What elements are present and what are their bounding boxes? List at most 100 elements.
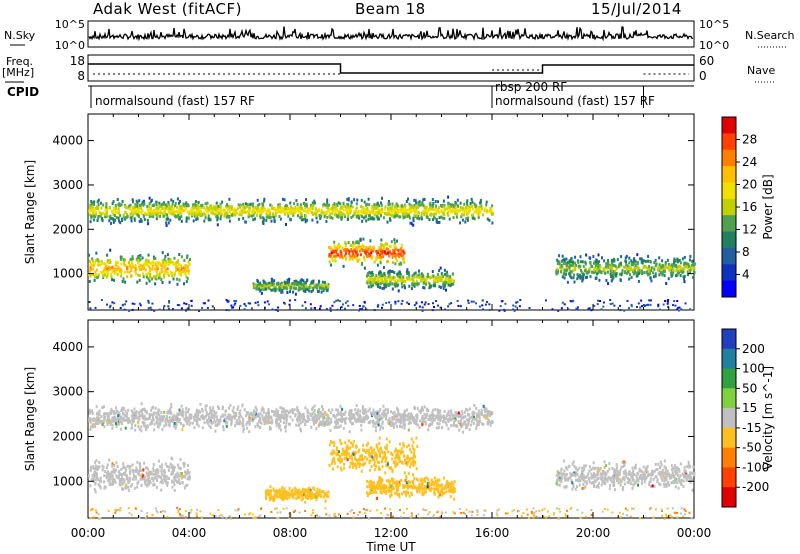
- power-panel-ground-cell: [147, 307, 150, 310]
- power-panel-cell: [369, 214, 371, 218]
- power-panel-cell: [104, 262, 107, 266]
- velocity-panel-cell: [89, 465, 92, 469]
- power-panel-cell: [391, 210, 394, 214]
- velocity-panel-cell: [165, 417, 167, 421]
- power-panel-cell: [164, 206, 167, 210]
- power-panel-cell: [373, 206, 376, 210]
- velocity-panel-cell: [468, 416, 471, 420]
- power-panel-cell: [568, 259, 571, 263]
- velocity-panel-cell: [106, 423, 109, 427]
- power-panel-cell: [566, 280, 569, 284]
- power-panel-cell: [276, 282, 279, 286]
- velocity-panel-cell: [325, 422, 328, 426]
- power-panel-cell: [112, 200, 115, 204]
- power-panel-cell: [432, 204, 435, 208]
- power-panel-cell: [104, 265, 107, 269]
- power-panel-cell: [363, 258, 366, 262]
- power-panel-cell: [284, 212, 286, 216]
- power-panel-cell: [621, 270, 624, 274]
- power-panel-cell: [356, 240, 359, 244]
- power-panel-cell: [244, 220, 247, 224]
- velocity-panel-cell: [255, 408, 258, 412]
- power-panel-cell: [413, 204, 416, 207]
- power-panel-cell: [119, 257, 122, 261]
- power-panel-cell: [670, 271, 672, 275]
- power-panel-cell: [265, 218, 268, 222]
- power-panel-cell: [663, 269, 665, 273]
- power-panel-cell: [436, 273, 439, 277]
- power-panel-cell: [182, 266, 185, 270]
- velocity-panel-cell: [275, 411, 278, 415]
- velocity-panel-cell: [433, 418, 436, 422]
- power-panel-cell: [289, 211, 292, 215]
- velocity-panel-cell: [160, 476, 163, 480]
- power-panel-cell: [160, 203, 163, 207]
- power-panel-cell: [352, 244, 355, 247]
- velocity-panel-cell: [184, 471, 187, 474]
- power-panel-cell: [367, 277, 370, 281]
- power-panel-cell: [369, 277, 372, 280]
- power-panel-cell: [117, 207, 120, 211]
- power-panel-ground-cell: [650, 299, 652, 302]
- power-panel-cell: [167, 217, 169, 221]
- velocity-panel-cell: [122, 462, 125, 466]
- power-panel-cell: [305, 214, 307, 218]
- velocity-panel-cell: [264, 421, 267, 425]
- power-panel-cell: [443, 284, 446, 287]
- power-panel-cell: [593, 269, 596, 272]
- velocity-panel-cell: [296, 419, 299, 423]
- power-panel-cell: [683, 255, 686, 259]
- velocity-panel-cell: [96, 416, 99, 420]
- power-panel-cell: [412, 280, 415, 284]
- power-panel-cell: [207, 214, 210, 218]
- velocity-panel-cell: [381, 416, 384, 420]
- power-panel-cell: [676, 257, 679, 261]
- velocity-panel-cell: [314, 413, 316, 417]
- power-panel-cell: [465, 212, 468, 216]
- velocity-panel-cell: [245, 411, 248, 414]
- power-panel-cell: [239, 205, 241, 209]
- power-panel-cell: [440, 285, 442, 289]
- power-panel-cell: [432, 284, 435, 288]
- velocity-panel-cell: [338, 418, 341, 422]
- velocity-panel-cell: [112, 482, 114, 486]
- power-panel-cell: [184, 272, 187, 276]
- power-panel-cell: [556, 262, 559, 265]
- power-panel-cell: [339, 255, 342, 259]
- power-panel-cell: [422, 204, 425, 208]
- power-panel-cell: [294, 206, 297, 210]
- power-panel-cell: [163, 208, 166, 212]
- velocity-panel-cell: [297, 415, 300, 419]
- velocity-panel-cell: [177, 478, 180, 482]
- power-panel-cell: [674, 264, 677, 268]
- power-panel-cell: [97, 206, 100, 210]
- power-panel-cell: [625, 263, 628, 267]
- power-panel-cell: [138, 255, 141, 259]
- power-panel-cell: [393, 238, 396, 242]
- velocity-panel-cell: [171, 471, 174, 474]
- power-panel-cell: [135, 267, 138, 271]
- power-panel-cell: [311, 203, 314, 207]
- power-panel-cell: [386, 210, 389, 214]
- velocity-panel-cell: [181, 408, 184, 412]
- power-panel-cell: [618, 262, 621, 266]
- velocity-panel-cell: [127, 480, 130, 484]
- power-panel-cell: [360, 248, 363, 251]
- velocity-panel-cell: [393, 426, 396, 429]
- power-panel-cell: [267, 286, 270, 290]
- power-panel-cell: [573, 265, 576, 269]
- power-panel-cell: [380, 255, 383, 259]
- power-panel-cell: [472, 216, 475, 220]
- velocity-panel-cell: [129, 472, 132, 475]
- power-panel-cell: [216, 211, 218, 215]
- power-panel-cell: [187, 271, 190, 275]
- power-panel-cell: [387, 283, 390, 286]
- power-panel-cell: [407, 271, 410, 275]
- velocity-panel-cell: [381, 412, 384, 416]
- power-panel-cell: [95, 211, 98, 215]
- power-panel-cell: [417, 211, 420, 215]
- power-panel-cell: [468, 207, 471, 211]
- velocity-panel-cell: [147, 480, 150, 484]
- power-panel-ground-cell: [243, 303, 246, 306]
- velocity-panel-cell: [376, 410, 379, 414]
